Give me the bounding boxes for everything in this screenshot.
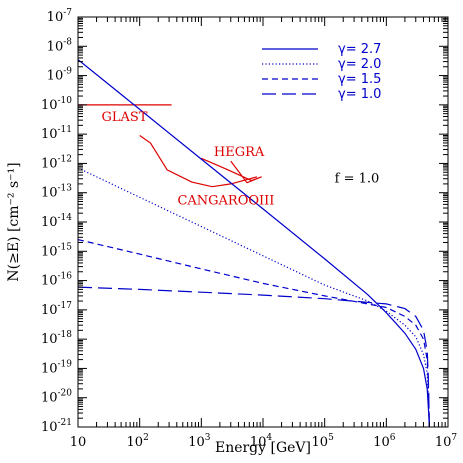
y-tick-label: 10-14 xyxy=(41,213,72,230)
x-tick-label: 106 xyxy=(373,433,396,450)
legend-label-0: γ= 2.7 xyxy=(338,42,381,57)
y-tick-label: 10-18 xyxy=(41,330,72,347)
y-tick-label: 10-9 xyxy=(47,67,73,84)
sensitivity-curve-hegra xyxy=(201,157,262,184)
sensitivity-label-glast: GLAST xyxy=(101,110,147,125)
y-tick-label: 10-20 xyxy=(41,389,72,406)
axis-ticks xyxy=(77,16,449,428)
sensitivity-label-cangarooiii: CANGAROOIII xyxy=(177,193,274,208)
y-tick-label: 10-15 xyxy=(41,242,72,259)
sensitivity-curve-cangarooiii xyxy=(139,135,258,188)
legend-label-2: γ= 1.5 xyxy=(338,72,381,87)
y-tick-label: 10-10 xyxy=(41,96,72,113)
sensitivity-label-hegra: HEGRA xyxy=(214,145,265,160)
x-tick-label: 10 xyxy=(70,435,87,450)
x-tick-label: 103 xyxy=(188,433,211,450)
y-tick-label: 10-21 xyxy=(41,418,72,435)
series-curves xyxy=(78,59,430,427)
legend-label-1: γ= 2.0 xyxy=(338,57,381,72)
x-axis-title: Energy [GeV] xyxy=(215,440,311,456)
series-line-3 xyxy=(78,286,430,427)
y-tick-label: 10-17 xyxy=(41,301,72,318)
f-annotation: f = 1.0 xyxy=(335,172,380,187)
y-tick-label: 10-19 xyxy=(41,359,72,376)
x-tick-label: 102 xyxy=(127,433,149,450)
y-tick-label: 10-11 xyxy=(41,125,72,142)
legend: γ= 2.7γ= 2.0γ= 1.5γ= 1.0 xyxy=(262,42,381,102)
y-tick-label: 10-8 xyxy=(47,37,73,54)
y-tick-label: 10-16 xyxy=(41,272,72,289)
sensitivity-curves xyxy=(78,104,262,188)
axis-labels: GLAST HEGRA CANGAROOIII 10 102 103 104 105 106 10… xyxy=(41,8,457,450)
y-tick-label: 10-7 xyxy=(47,8,73,25)
series-line-0 xyxy=(78,59,430,427)
series-line-2 xyxy=(78,239,430,427)
y-tick-label: 10-13 xyxy=(41,184,72,201)
y-tick-label: 10-12 xyxy=(41,154,72,171)
y-axis-title: N(≥E) [cm⁻² s⁻¹] xyxy=(6,162,22,281)
legend-label-3: γ= 1.0 xyxy=(338,87,381,102)
x-tick-label: 104 xyxy=(250,433,273,450)
x-tick-label: 107 xyxy=(435,433,458,450)
x-tick-label: 105 xyxy=(312,433,335,450)
